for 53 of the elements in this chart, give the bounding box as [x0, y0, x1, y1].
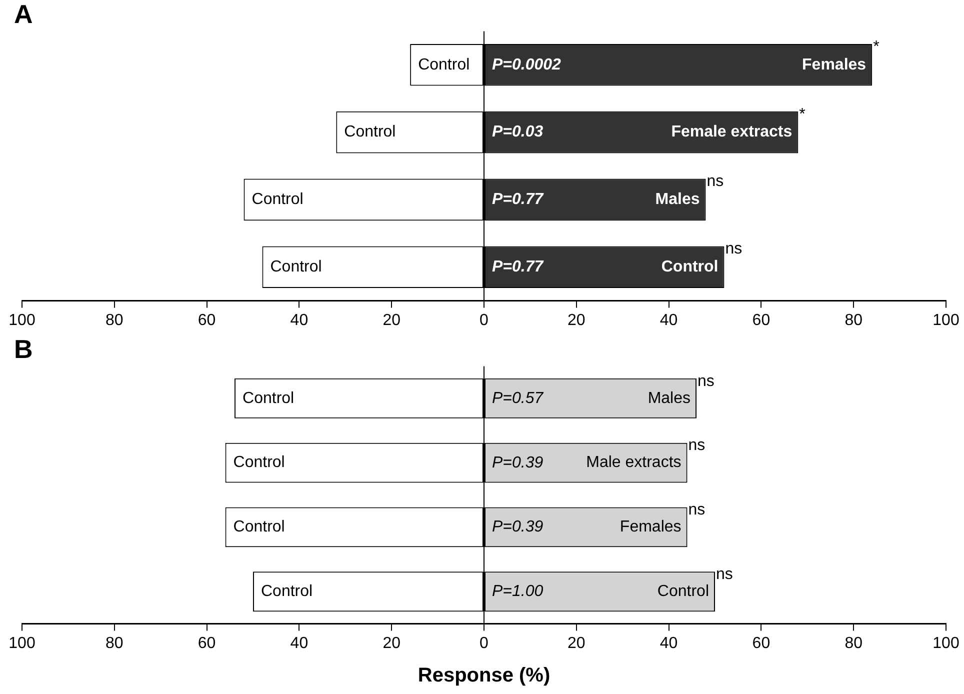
annotation: P=1.00	[492, 583, 544, 600]
category-label: Control	[252, 191, 304, 208]
annotation: P=0.39	[492, 454, 544, 472]
annotation: ns	[688, 502, 706, 519]
series-label: Control	[418, 56, 470, 74]
annotation: ns	[698, 372, 714, 390]
category-label: Control	[233, 454, 285, 472]
annotation: P=0.39	[492, 518, 544, 536]
x-tick-label: 60	[752, 634, 770, 652]
y-tick-label: Males	[648, 390, 691, 407]
x-tick-label: 60	[752, 312, 770, 329]
x-tick-label: 100	[8, 634, 36, 652]
x-tick-label: 60	[198, 312, 216, 329]
annotation: ns	[706, 173, 724, 190]
series-label: Control	[242, 390, 294, 407]
x-tick-label: 60	[198, 634, 216, 652]
y-tick-label: Females	[620, 518, 682, 536]
chart-title: B	[14, 334, 33, 364]
annotation: P=0.03	[492, 124, 544, 141]
x-tick-label: 100	[932, 312, 960, 329]
x-tick-label: 80	[106, 634, 124, 652]
x-tick-label: 100	[8, 312, 36, 329]
y-tick-label: Female extracts	[671, 124, 792, 141]
x-tick-label: 20	[382, 312, 401, 329]
x-tick-label: 0	[480, 634, 489, 652]
y-tick-label: Male extracts	[586, 454, 682, 472]
x-tick-label: 100	[932, 634, 960, 652]
x-axis-title: Response (%)	[418, 664, 550, 687]
annotation: ns	[725, 240, 742, 258]
annotation: P=0.77	[492, 191, 544, 208]
y-tick-label: Males	[655, 191, 700, 208]
annotation: *	[799, 106, 806, 123]
annotation: ns	[716, 566, 733, 584]
y-tick-label: Females	[802, 56, 866, 74]
annotation: P=0.77	[492, 258, 544, 276]
category-label: Control	[233, 518, 285, 536]
x-tick-label: 0	[480, 312, 489, 329]
x-tick-label: 40	[660, 634, 678, 652]
x-tick-label: 20	[382, 634, 401, 652]
x-tick-label: 80	[106, 312, 124, 329]
annotation: P=0.0002	[492, 56, 562, 74]
annotation: ns	[688, 437, 706, 454]
x-tick-label: 80	[844, 634, 863, 652]
x-tick-label: 80	[844, 312, 863, 329]
x-tick-label: 20	[568, 634, 586, 652]
chart-title: A	[14, 0, 33, 29]
annotation: *	[873, 38, 880, 56]
text: Control	[344, 124, 396, 141]
x-tick-label: 40	[660, 312, 678, 329]
x-tick-label: 20	[568, 312, 586, 329]
annotation: P=0.57	[492, 390, 544, 407]
x-tick-label: 40	[290, 634, 308, 652]
x-tick-label: 40	[290, 312, 308, 329]
